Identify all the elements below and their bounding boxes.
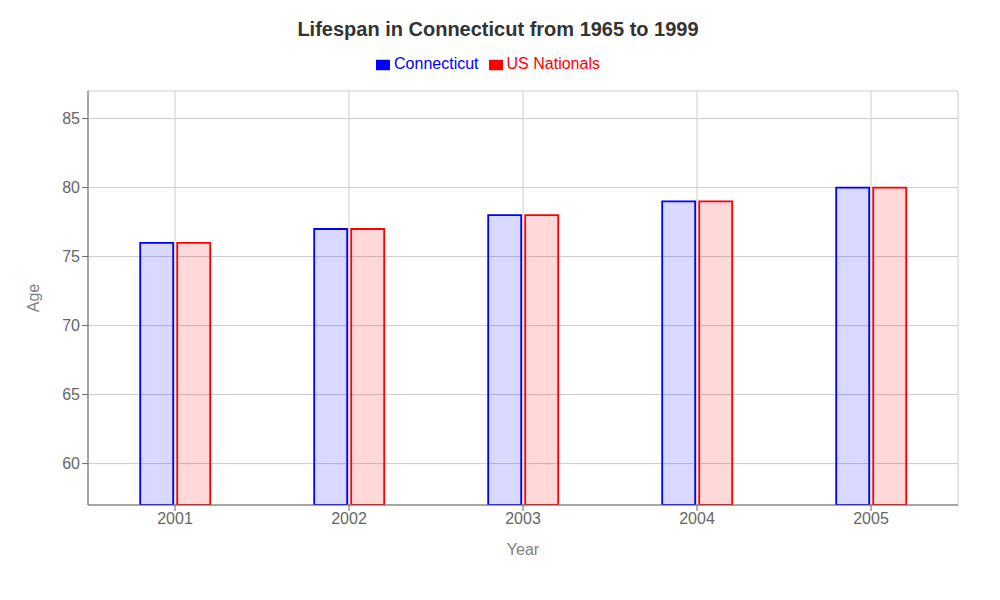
html-text:Connecticut: Connecticut: [394, 55, 479, 72]
svg-text:Age: Age: [25, 284, 42, 313]
svg-text:85: 85: [62, 110, 80, 127]
svg-text:60: 60: [62, 455, 80, 472]
svg-text:65: 65: [62, 386, 80, 403]
svg-text:2005: 2005: [853, 510, 889, 527]
svg-text:75: 75: [62, 248, 80, 265]
svg-text:Year: Year: [507, 541, 540, 558]
svg-text:70: 70: [62, 317, 80, 334]
html-text:Lifespan in Connecticut from 1: Lifespan in Connecticut from 1965 to 199…: [297, 18, 699, 40]
svg-text:2004: 2004: [679, 510, 715, 527]
svg-text:2001: 2001: [157, 510, 193, 527]
svg-text:80: 80: [62, 179, 80, 196]
html-text:US Nationals: US Nationals: [506, 55, 600, 72]
svg-text:2003: 2003: [505, 510, 541, 527]
svg-text:2002: 2002: [331, 510, 367, 527]
